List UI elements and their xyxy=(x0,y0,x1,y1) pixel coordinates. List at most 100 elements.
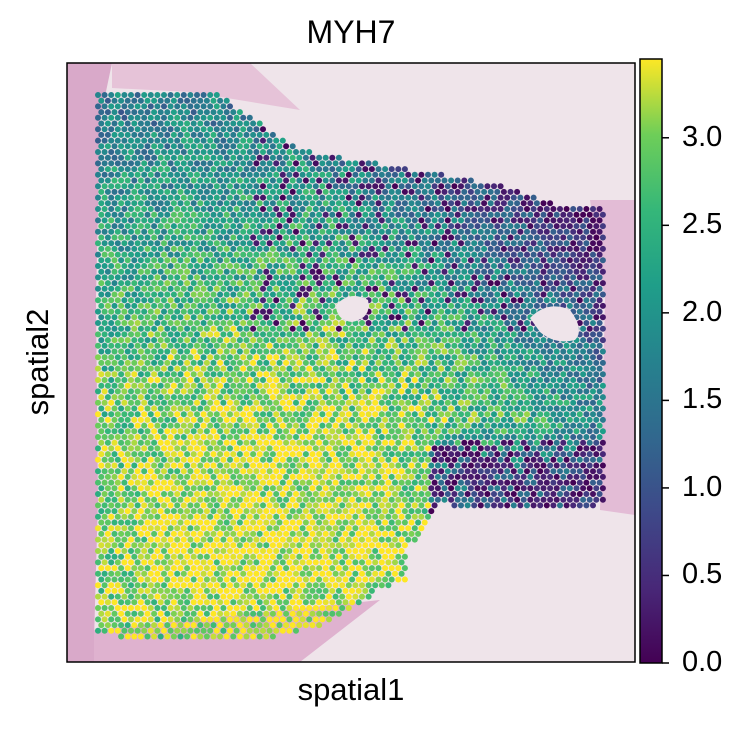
expression-spot xyxy=(491,183,497,190)
expression-spot xyxy=(98,280,105,287)
expression-spot xyxy=(302,462,309,469)
expression-spot xyxy=(210,416,217,423)
expression-spot xyxy=(263,211,270,218)
expression-spot xyxy=(500,348,507,355)
expression-spot xyxy=(174,365,181,372)
expression-spot xyxy=(454,337,461,344)
expression-spot xyxy=(95,513,101,520)
expression-spot xyxy=(95,308,101,315)
expression-spot xyxy=(487,371,494,378)
expression-spot xyxy=(147,411,154,418)
expression-spot xyxy=(444,183,451,190)
expression-spot xyxy=(335,428,342,435)
expression-spot xyxy=(481,485,488,492)
expression-spot xyxy=(266,274,273,281)
expression-spot xyxy=(557,502,563,509)
expression-spot xyxy=(269,131,276,138)
expression-spot xyxy=(497,445,504,452)
expression-spot xyxy=(497,491,504,497)
expression-spot xyxy=(197,109,204,116)
expression-spot xyxy=(157,291,164,298)
expression-spot xyxy=(293,456,299,463)
expression-spot xyxy=(524,377,530,383)
expression-spot xyxy=(401,348,408,355)
expression-spot xyxy=(405,479,412,486)
expression-spot xyxy=(243,234,250,241)
expression-spot xyxy=(147,513,154,520)
expression-spot xyxy=(104,496,111,503)
expression-spot xyxy=(114,388,121,395)
expression-spot xyxy=(349,166,356,173)
expression-spot xyxy=(372,491,379,497)
expression-spot xyxy=(467,337,474,344)
expression-spot xyxy=(170,428,177,435)
expression-spot xyxy=(276,166,283,173)
expression-spot xyxy=(339,479,346,486)
expression-spot xyxy=(164,462,171,469)
expression-spot xyxy=(101,468,108,475)
expression-spot xyxy=(434,405,441,412)
expression-spot xyxy=(451,308,458,315)
expression-spot xyxy=(190,462,197,469)
expression-spot xyxy=(471,354,478,361)
expression-spot xyxy=(114,411,121,418)
expression-spot xyxy=(240,456,247,463)
expression-spot xyxy=(157,234,164,241)
expression-spot xyxy=(514,314,521,321)
expression-spot xyxy=(283,462,290,469)
expression-spot xyxy=(240,320,247,326)
expression-spot xyxy=(444,308,451,315)
expression-spot xyxy=(137,200,144,207)
expression-spot xyxy=(203,405,210,412)
expression-spot xyxy=(322,371,329,378)
expression-spot xyxy=(388,211,395,218)
expression-spot xyxy=(345,434,352,440)
expression-spot xyxy=(203,302,210,309)
expression-spot xyxy=(375,268,382,275)
expression-spot xyxy=(203,416,210,423)
expression-spot xyxy=(220,103,227,110)
expression-spot xyxy=(286,274,293,281)
expression-spot xyxy=(405,491,412,497)
expression-spot xyxy=(451,342,458,349)
expression-spot xyxy=(388,496,395,503)
expression-spot xyxy=(293,354,299,361)
expression-spot xyxy=(276,188,283,195)
expression-spot xyxy=(332,251,339,258)
expression-spot xyxy=(141,513,148,520)
expression-spot xyxy=(289,291,296,298)
expression-spot xyxy=(174,274,181,281)
expression-spot xyxy=(458,479,464,486)
expression-spot xyxy=(124,325,131,332)
expression-spot xyxy=(421,291,428,298)
expression-spot xyxy=(530,251,537,258)
expression-spot xyxy=(174,183,181,190)
expression-spot xyxy=(550,456,557,463)
expression-spot xyxy=(114,342,121,349)
expression-spot xyxy=(174,297,181,304)
expression-spot xyxy=(322,223,329,230)
expression-spot xyxy=(184,268,191,275)
expression-spot xyxy=(213,377,220,383)
expression-spot xyxy=(530,308,537,315)
expression-spot xyxy=(118,257,125,264)
expression-spot xyxy=(566,473,573,480)
expression-spot xyxy=(326,388,332,395)
expression-spot xyxy=(464,491,471,497)
expression-spot xyxy=(260,365,266,372)
expression-spot xyxy=(170,154,177,161)
expression-spot xyxy=(227,240,233,247)
expression-spot xyxy=(227,194,233,201)
expression-spot xyxy=(593,416,600,423)
expression-spot xyxy=(464,297,471,304)
expression-spot xyxy=(263,348,270,355)
expression-spot xyxy=(302,234,309,241)
expression-spot xyxy=(497,388,504,395)
expression-spot xyxy=(352,217,359,224)
expression-spot xyxy=(524,479,530,486)
expression-spot xyxy=(520,348,527,355)
expression-spot xyxy=(388,188,395,195)
expression-spot xyxy=(372,342,379,349)
expression-spot xyxy=(547,223,554,230)
expression-spot xyxy=(283,382,290,389)
